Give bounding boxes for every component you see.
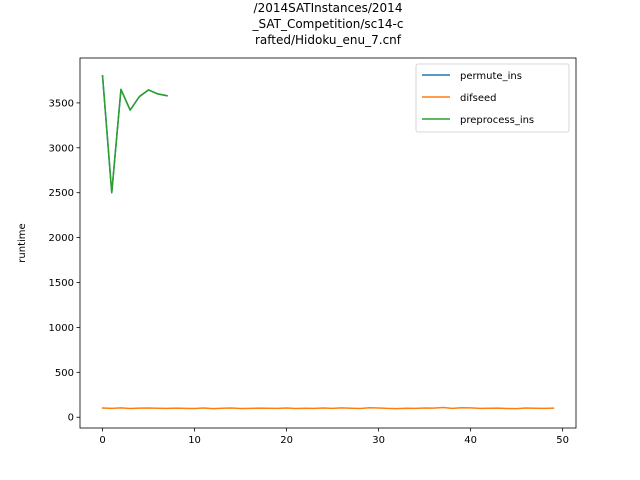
y-tick-label: 0 — [68, 413, 74, 424]
y-axis: 0 500 1000 1500 2000 2500 3000 3500 — [49, 98, 80, 424]
chart-title: /2014SATInstances/2014 _SAT_Competition/s… — [252, 1, 404, 47]
series-line-preprocess-ins — [101, 75, 168, 194]
series-line-difseed — [101, 406, 555, 410]
chart-title-line: rafted/Hidoku_enu_7.cnf — [255, 33, 402, 47]
y-tick-label: 1000 — [49, 323, 74, 334]
legend-label: preprocess_ins — [460, 115, 534, 126]
y-tick-label: 1500 — [49, 278, 74, 289]
x-tick-label: 40 — [464, 435, 477, 446]
y-tick-label: 3000 — [49, 143, 74, 154]
y-axis-label: runtime — [17, 223, 28, 262]
plot-frame — [79, 57, 577, 429]
chart-title-line: _SAT_Competition/sc14-c — [252, 17, 404, 31]
y-tick-label: 2000 — [49, 233, 74, 244]
y-tick-label: 500 — [55, 368, 74, 379]
x-tick-label: 0 — [99, 435, 105, 446]
legend-label: permute_ins — [460, 71, 522, 82]
x-tick-label: 30 — [372, 435, 385, 446]
x-axis: 0 10 20 30 40 50 — [99, 428, 569, 446]
x-tick-label: 20 — [280, 435, 293, 446]
y-tick-label: 3500 — [49, 98, 74, 109]
y-tick-label: 2500 — [49, 188, 74, 199]
legend-label: difseed — [460, 93, 497, 104]
x-tick-label: 10 — [188, 435, 201, 446]
chart-title-line: /2014SATInstances/2014 — [254, 1, 403, 15]
legend-box — [415, 63, 570, 133]
x-tick-label: 50 — [556, 435, 569, 446]
